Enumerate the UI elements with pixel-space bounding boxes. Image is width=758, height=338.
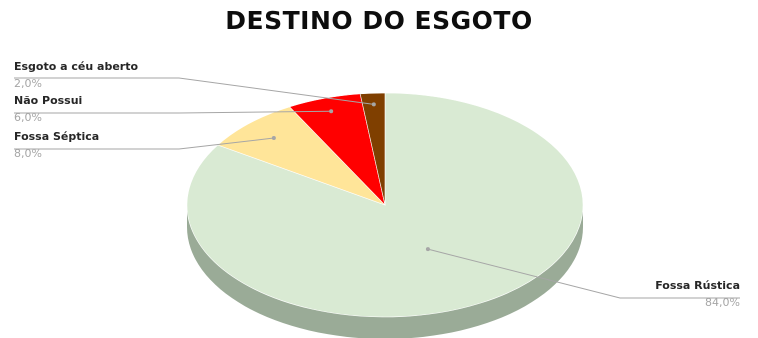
slice-label-nao-possui: Não Possui [14,94,82,107]
leader-dot-fossa-septica [271,136,276,141]
slice-label-esgoto-a-ceu-aberto: Esgoto a céu aberto [14,60,138,73]
leader-line-nao-possui [14,110,332,114]
pie-side [187,205,583,338]
leader-line-fossa-rustica [427,248,740,299]
slice-value-nao-possui: 6,0% [14,111,42,124]
pie-side-wall [187,205,583,338]
slice-label-fossa-septica: Fossa Séptica [14,130,99,143]
slice-labels: Fossa Rústica 84,0% Fossa Séptica 8,0% Não P… [14,60,740,309]
slice-value-esgoto-a-ceu-aberto: 2,0% [14,77,42,90]
slice-value-fossa-septica: 8,0% [14,147,42,160]
leader-dot-fossa-rustica [425,247,430,252]
leader-dot-esgoto-a-ceu-aberto [371,102,376,107]
chart-title: DESTINO DO ESGOTO [225,6,533,35]
leader-line-esgoto-a-ceu-aberto [14,77,374,105]
slice-value-fossa-rustica: 84,0% [705,296,740,309]
pie-slice-esgoto-a-ceu-aberto [359,92,386,206]
leader-lines [14,77,740,299]
leader-dot-nao-possui [329,109,334,114]
pie-top [186,92,584,318]
slice-label-fossa-rustica: Fossa Rústica [655,279,740,292]
leader-line-fossa-septica [14,137,274,150]
